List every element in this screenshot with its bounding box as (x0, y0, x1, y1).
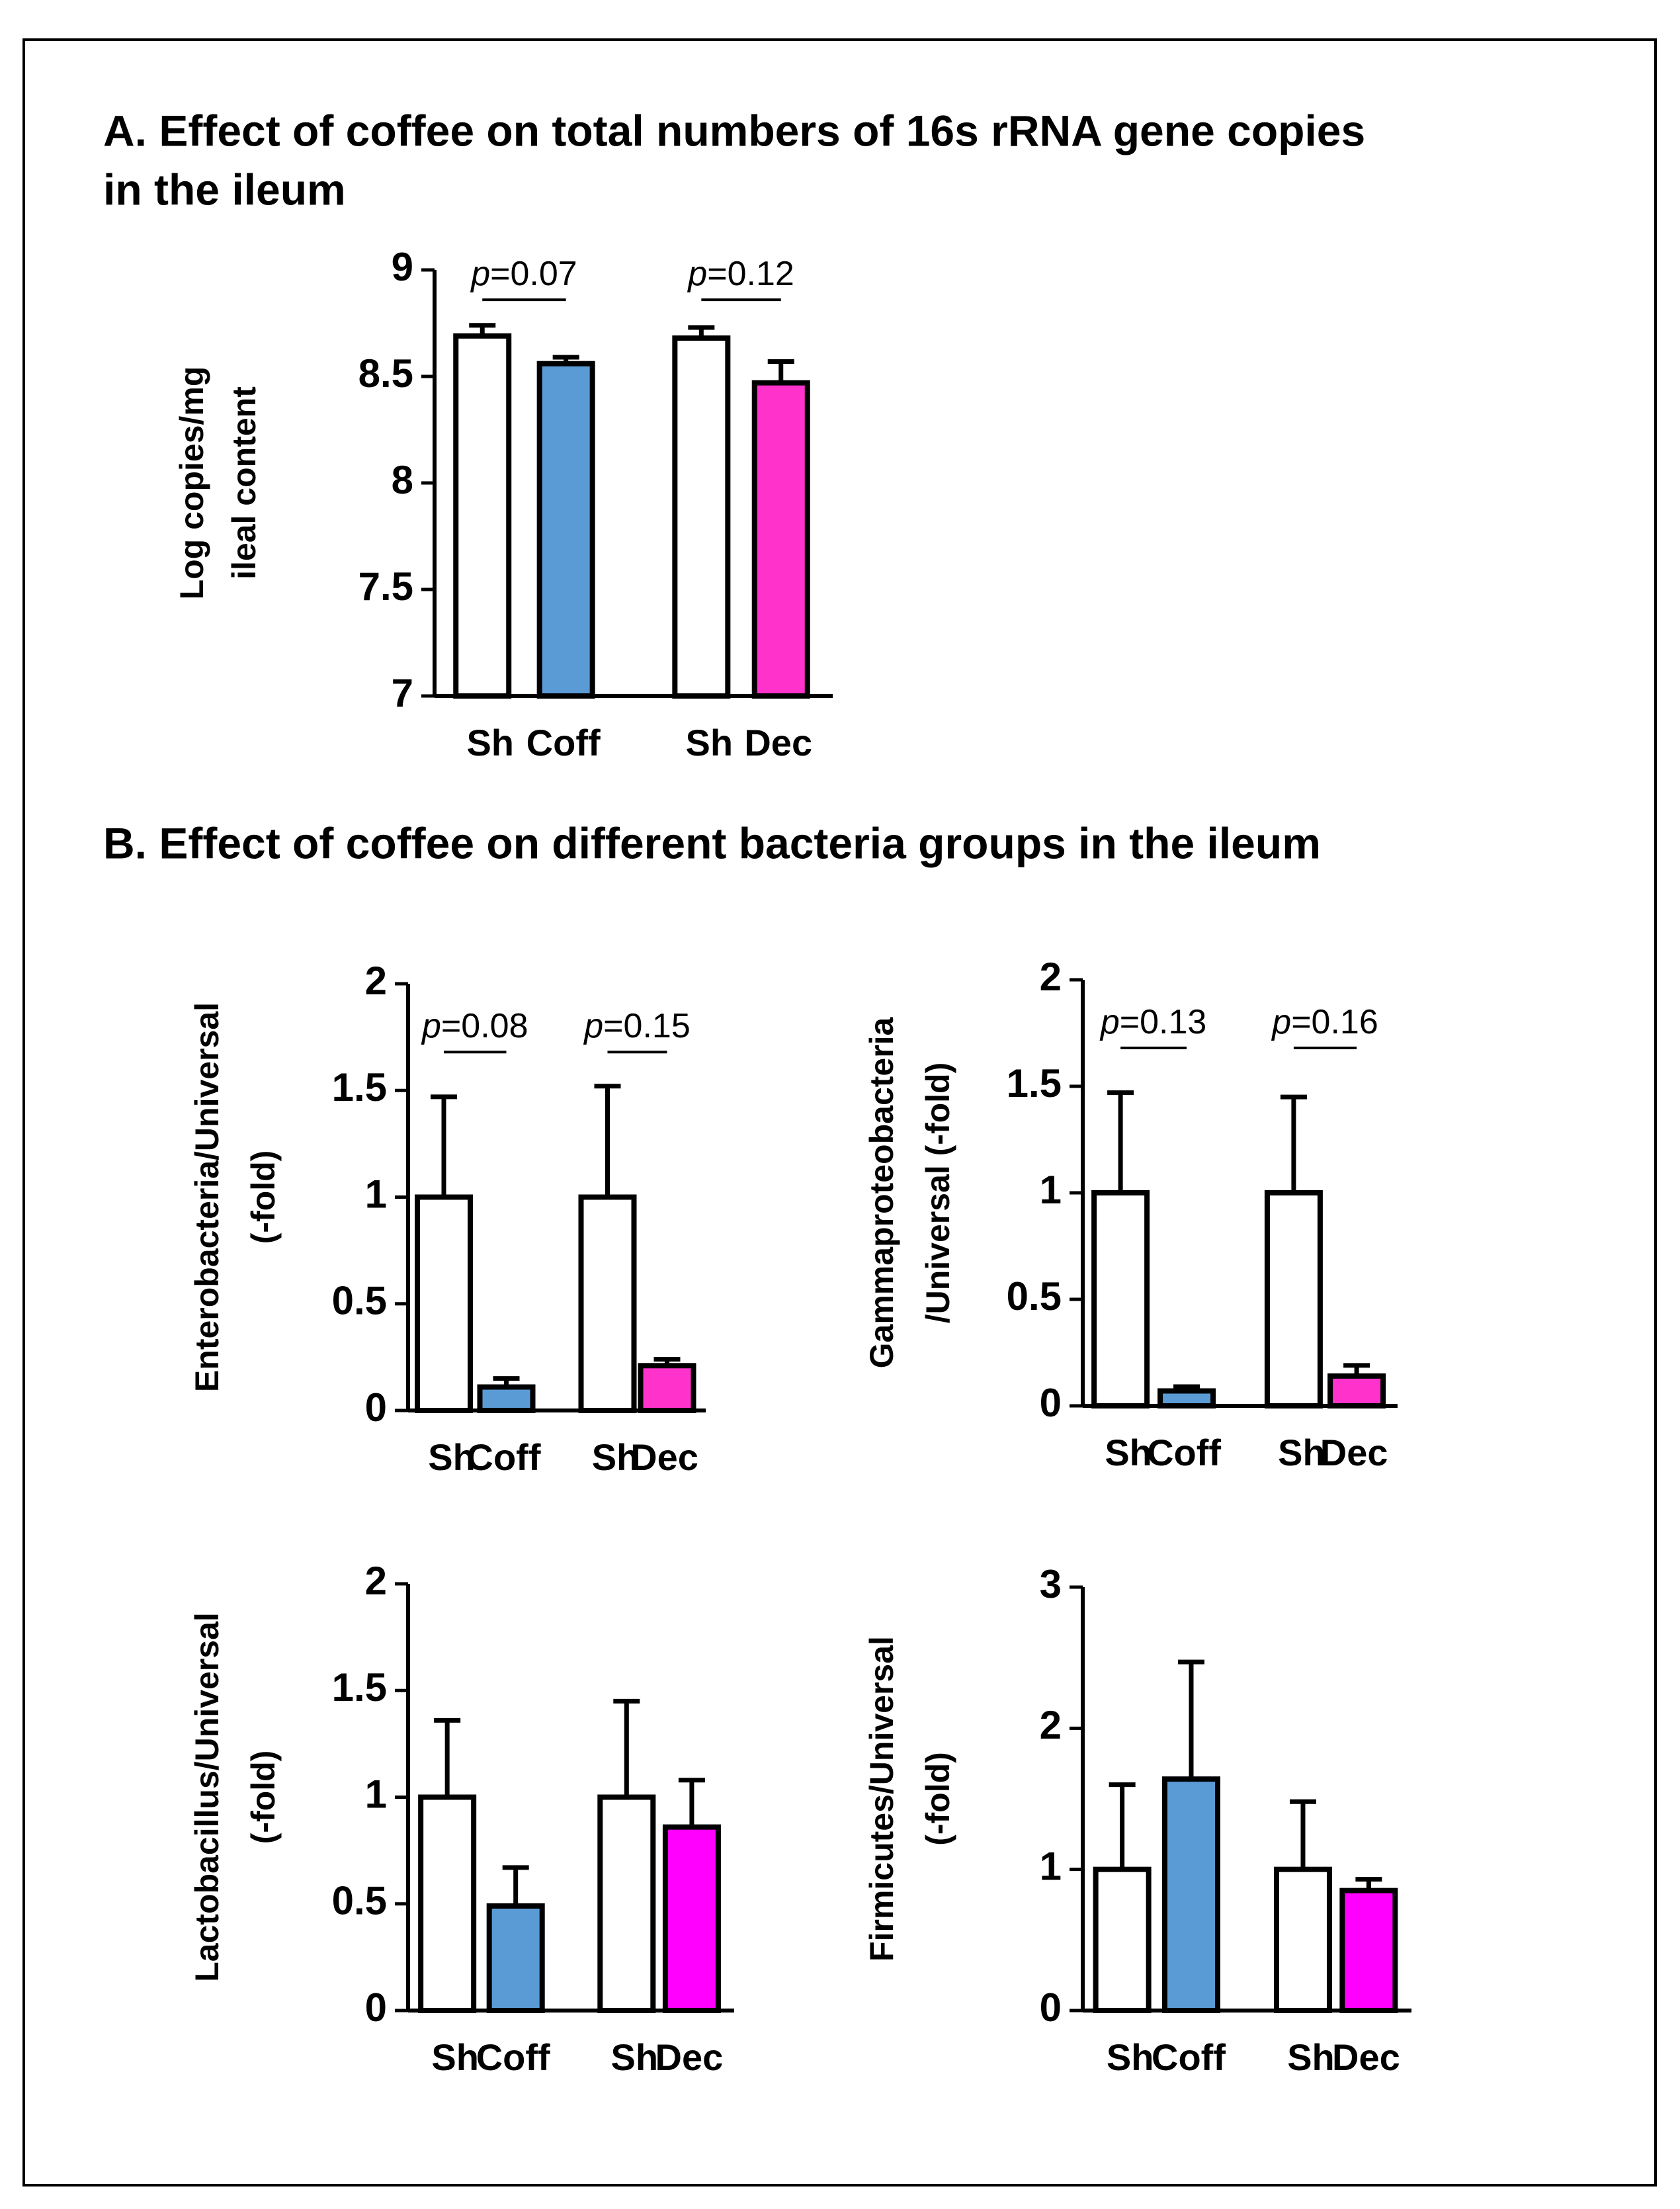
y-tick-label: 0 (1040, 1381, 1062, 1425)
y-tick-label: 0.5 (332, 1879, 387, 1923)
y-tick-label: 2 (1040, 955, 1062, 999)
y-tick-label: 0 (365, 1985, 387, 2030)
x-tick-label: Coff (476, 2036, 550, 2078)
bar (597, 1794, 656, 2013)
x-tick-label: Coff (1152, 2036, 1226, 2078)
y-tick-label: 2 (365, 959, 387, 1003)
bar (1327, 1373, 1386, 1408)
x-tick-label: Coff (1147, 1432, 1221, 1473)
y-axis-label: /Universal (-fold) (919, 1062, 956, 1323)
bar (751, 380, 810, 699)
y-axis-label: Log copies/mg (173, 367, 210, 600)
y-tick-label: 0 (1040, 1985, 1062, 2030)
y-tick-label: 1.5 (332, 1065, 387, 1109)
p-value: p=0.12 (687, 255, 794, 293)
bar (477, 1384, 536, 1413)
bar (638, 1363, 696, 1413)
x-tick-label: Dec (744, 722, 812, 763)
y-tick-label: 0.5 (1007, 1274, 1062, 1319)
x-tick-label: Sh (592, 1436, 640, 1478)
x-tick-label: Sh (1287, 2036, 1335, 2078)
x-tick-label: Dec (655, 2036, 724, 2078)
y-tick-label: 8.5 (358, 351, 413, 396)
y-tick-label: 1.5 (1007, 1061, 1062, 1105)
bar (672, 335, 731, 699)
y-axis-label: (-fold) (245, 1150, 282, 1244)
p-value: p=0.07 (470, 255, 577, 293)
x-tick-label: Coff (467, 1436, 541, 1478)
bar (662, 1824, 721, 2013)
bar (1339, 1887, 1398, 2014)
x-tick-label: Sh (431, 2036, 479, 2078)
y-tick-label: 0.5 (332, 1279, 387, 1323)
p-value: p=0.16 (1271, 1003, 1378, 1041)
bar (1157, 1388, 1216, 1408)
bar (1162, 1776, 1221, 2013)
bar (418, 1794, 477, 2013)
y-tick-label: 1 (1040, 1844, 1062, 1889)
x-tick-label: Sh (686, 722, 734, 763)
y-tick-label: 1 (365, 1772, 387, 1816)
bar (1091, 1190, 1150, 1408)
bar (415, 1194, 473, 1413)
panel-a-title: A. Effect of coffee on total numbers of … (103, 106, 1365, 155)
x-tick-label: Sh (428, 1436, 476, 1478)
y-tick-label: 2 (365, 1559, 387, 1603)
x-tick-label: Sh (1278, 1432, 1325, 1473)
bar (486, 1903, 545, 2014)
y-axis-label: Lactobacillus/Universal (189, 1612, 226, 1982)
y-tick-label: 3 (1040, 1562, 1062, 1606)
y-tick-label: 1.5 (332, 1665, 387, 1710)
x-tick-label: Sh (1105, 1432, 1152, 1473)
y-tick-label: 1 (365, 1172, 387, 1216)
y-axis-label: (-fold) (245, 1751, 282, 1844)
y-axis-label: (-fold) (919, 1752, 956, 1846)
p-value: p=0.13 (1099, 1003, 1207, 1041)
panel-b-title: B. Effect of coffee on different bacteri… (103, 818, 1321, 867)
x-tick-label: Dec (630, 1436, 698, 1478)
x-tick-label: Sh (466, 722, 514, 763)
y-axis-label: Firmicutes/Universal (863, 1636, 900, 1962)
x-tick-label: Sh (611, 2036, 659, 2078)
y-tick-label: 2 (1040, 1703, 1062, 1747)
bar (1264, 1190, 1323, 1408)
y-tick-label: 8 (392, 458, 413, 502)
y-axis-label: Gammaproteobacteria (863, 1016, 900, 1368)
x-tick-label: Sh (1107, 2036, 1154, 2078)
p-value: p=0.08 (421, 1007, 528, 1045)
bar (536, 361, 595, 699)
y-tick-label: 1 (1040, 1168, 1062, 1212)
bar (453, 333, 512, 699)
y-tick-label: 9 (392, 245, 413, 289)
x-tick-label: Dec (1332, 2036, 1400, 2078)
p-value: p=0.15 (583, 1007, 691, 1045)
bar (578, 1194, 637, 1413)
y-axis-label: Enterobacteria/Universal (189, 1002, 226, 1392)
bar (1273, 1866, 1332, 2014)
y-axis-label: ileal content (226, 386, 263, 580)
x-tick-label: Dec (1320, 1432, 1388, 1473)
x-tick-label: Coff (526, 722, 601, 763)
y-tick-label: 0 (365, 1385, 387, 1430)
panel-a-title: in the ileum (103, 165, 346, 214)
frame (22, 38, 1657, 2187)
bar (1093, 1866, 1152, 2014)
y-tick-label: 7 (392, 671, 413, 715)
y-tick-label: 7.5 (358, 564, 413, 609)
